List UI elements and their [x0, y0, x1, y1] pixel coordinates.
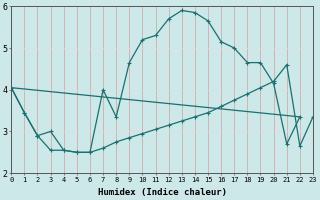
X-axis label: Humidex (Indice chaleur): Humidex (Indice chaleur) [98, 188, 227, 197]
